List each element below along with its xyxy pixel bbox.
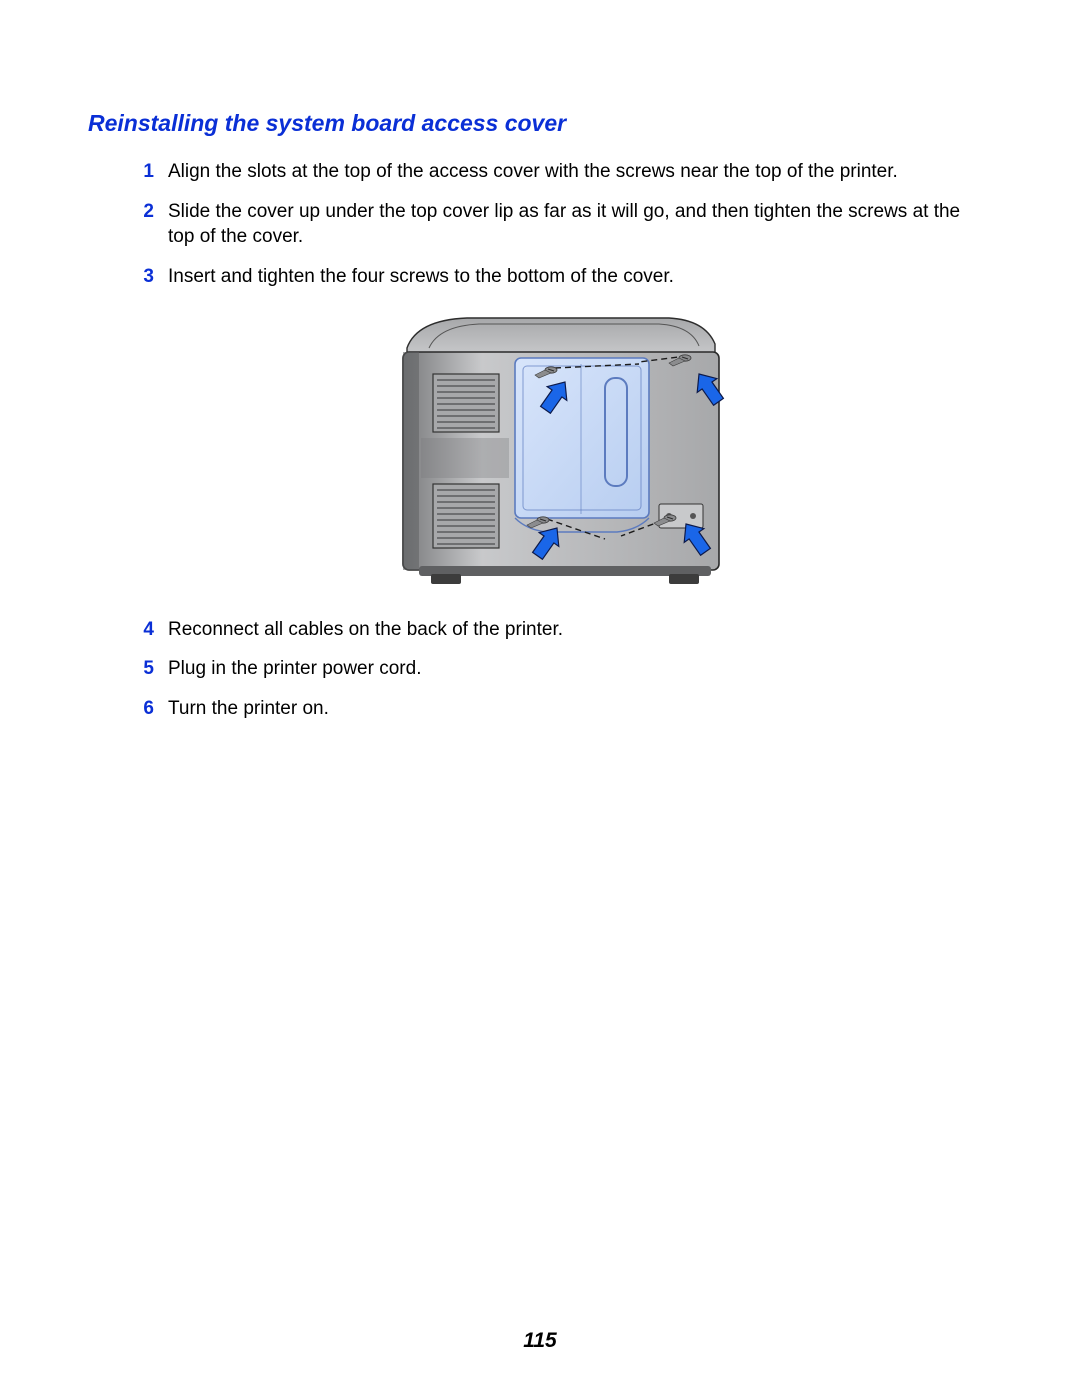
step-row: 2 Slide the cover up under the top cover …: [140, 199, 978, 250]
step-number: 4: [140, 619, 154, 641]
figure-wrap: [140, 304, 978, 599]
printer-diagram: [359, 304, 759, 599]
step-number: 5: [140, 658, 154, 680]
step-row: 6 Turn the printer on.: [140, 696, 978, 722]
step-row: 4 Reconnect all cables on the back of the…: [140, 617, 978, 643]
step-text: Insert and tighten the four screws to th…: [168, 264, 674, 290]
step-row: 5 Plug in the printer power cord.: [140, 656, 978, 682]
step-text: Turn the printer on.: [168, 696, 329, 722]
page: Reinstalling the system board access cov…: [0, 0, 1080, 1397]
step-number: 1: [140, 161, 154, 183]
section-heading: Reinstalling the system board access cov…: [88, 110, 1000, 137]
step-row: 3 Insert and tighten the four screws to t…: [140, 264, 978, 290]
step-text: Plug in the printer power cord.: [168, 656, 421, 682]
step-row: 1 Align the slots at the top of the acces…: [140, 159, 978, 185]
step-number: 2: [140, 201, 154, 223]
steps-list: 1 Align the slots at the top of the acces…: [88, 159, 1000, 721]
step-text: Slide the cover up under the top cover l…: [168, 199, 978, 250]
step-text: Reconnect all cables on the back of the …: [168, 617, 563, 643]
page-number: 115: [0, 1329, 1080, 1353]
step-number: 6: [140, 698, 154, 720]
step-number: 3: [140, 266, 154, 288]
step-text: Align the slots at the top of the access…: [168, 159, 898, 185]
